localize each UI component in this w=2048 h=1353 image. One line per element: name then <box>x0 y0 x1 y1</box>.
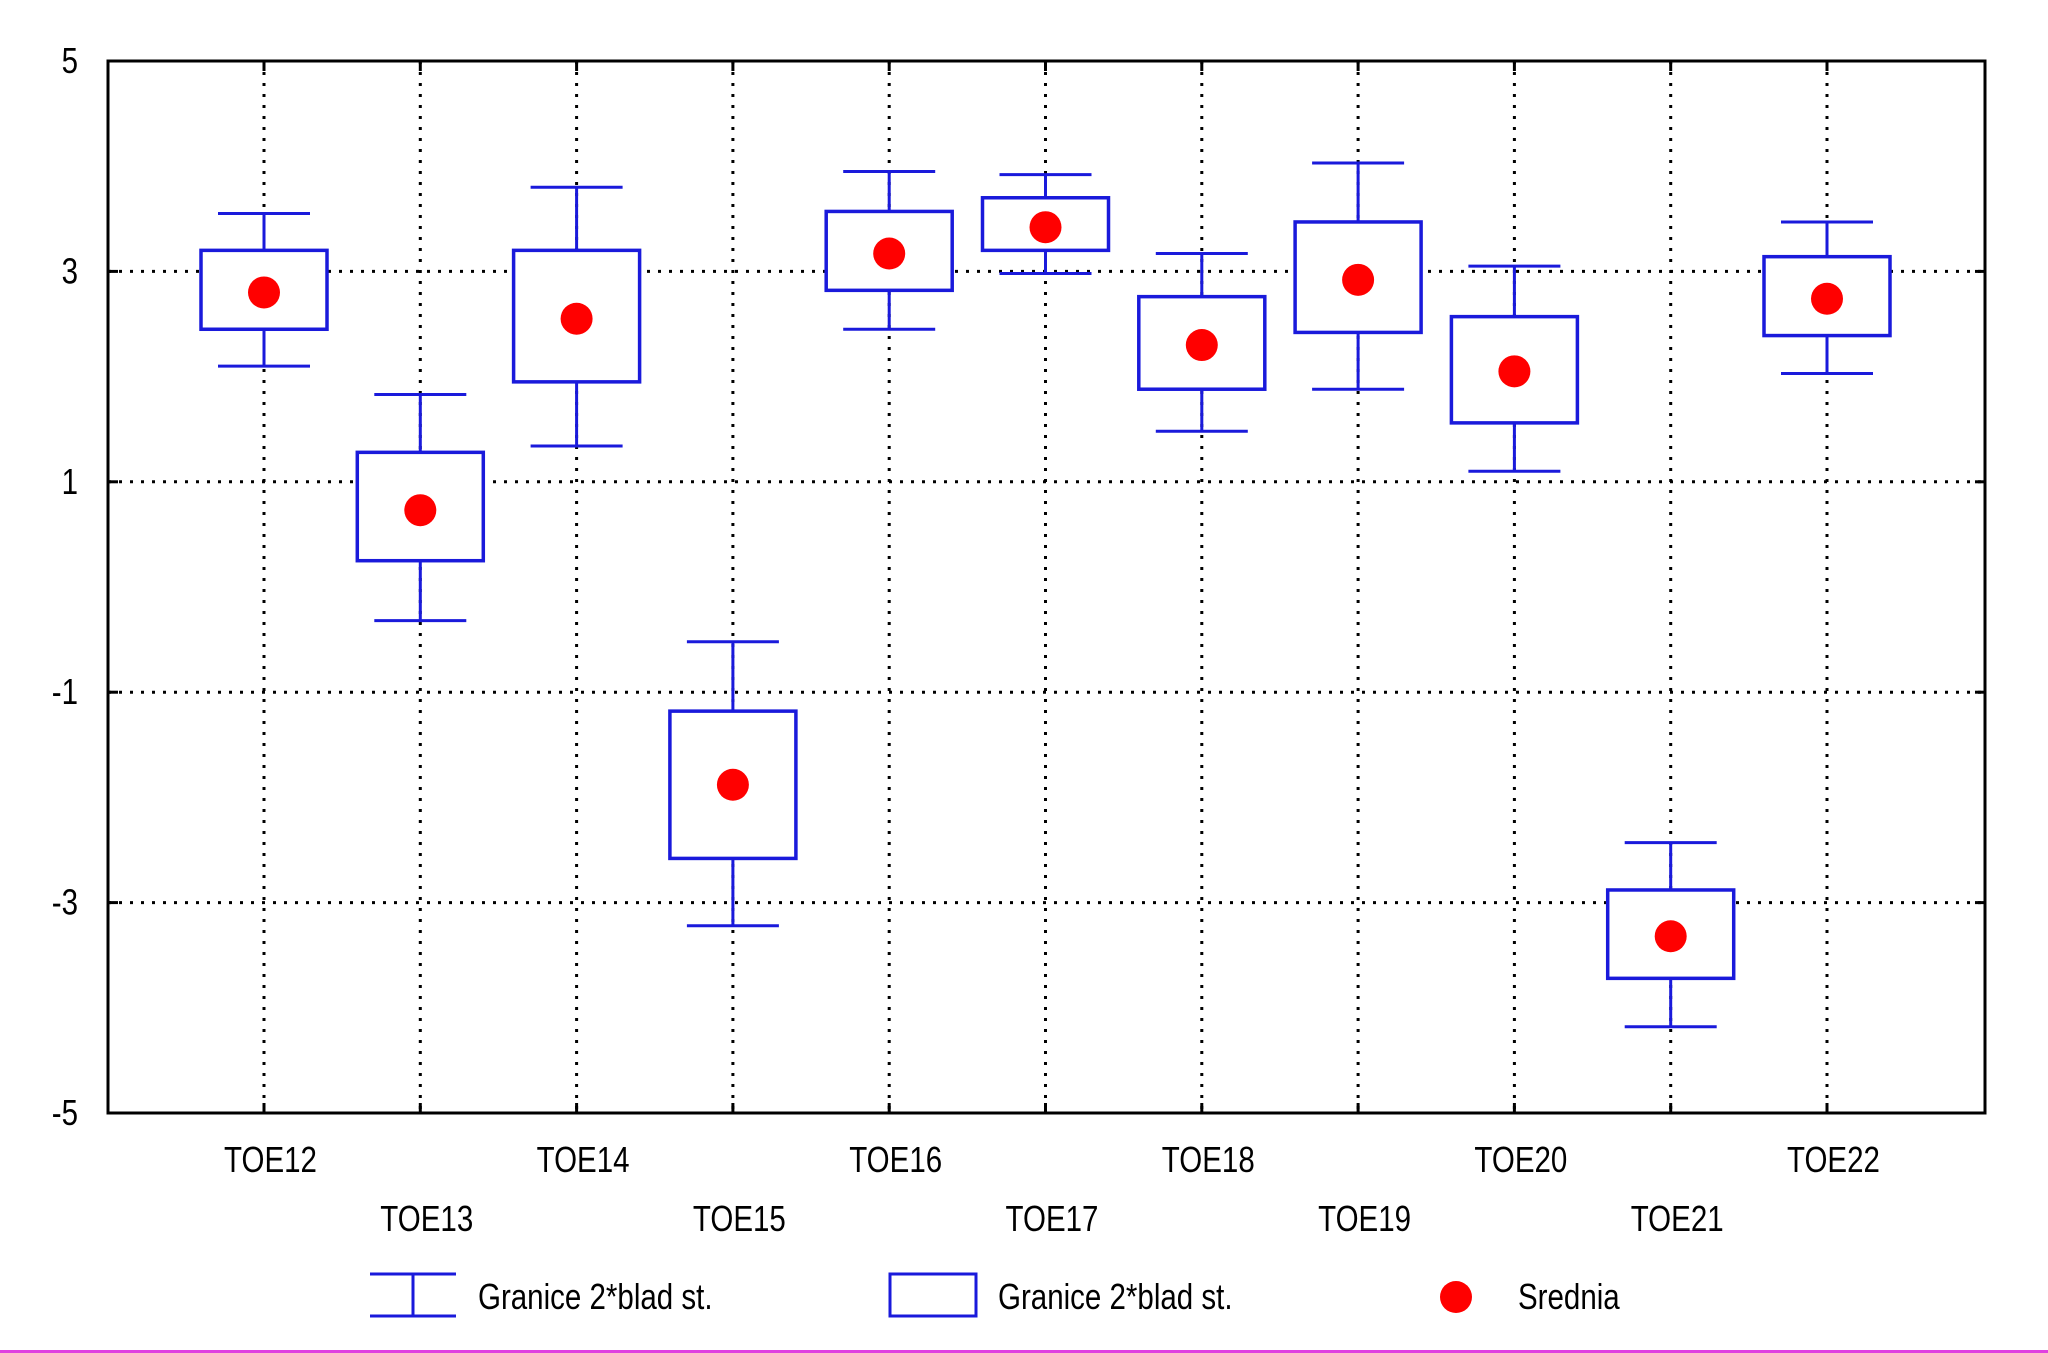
mean-point <box>1654 920 1687 953</box>
box-item-toe13 <box>355 392 486 623</box>
x-tick-label: TOE18 <box>1162 1139 1255 1179</box>
legend-label-point: Srednia <box>1518 1276 1620 1316</box>
x-axis-tick-labels: TOE12 TOE13 TOE14 TOE15 TOE16 TOE17 TOE18 TOE19… <box>224 1139 1880 1238</box>
plot-frame-rect <box>106 59 1987 1115</box>
box-item-toe19 <box>1293 161 1423 391</box>
legend-box-symbol <box>888 1272 978 1318</box>
box-item-toe20 <box>1449 264 1580 473</box>
legend-item-point: Srednia <box>1440 1276 1620 1317</box>
legend-point-symbol <box>1440 1281 1472 1313</box>
y-tick-label: 1 <box>62 461 78 501</box>
x-tick-label: TOE20 <box>1474 1139 1567 1179</box>
box-item-toe17 <box>980 173 1111 276</box>
y-tick-label: 3 <box>62 251 78 291</box>
x-tick-label: TOE14 <box>537 1139 630 1179</box>
mean-point <box>1811 282 1843 315</box>
x-tick-label: TOE13 <box>380 1198 473 1238</box>
x-tick-label: TOE19 <box>1318 1198 1411 1238</box>
box-item-toe14 <box>511 185 642 448</box>
box-item-toe18 <box>1137 252 1267 433</box>
box-item-toe21 <box>1605 841 1736 1029</box>
x-tick-label: TOE21 <box>1631 1198 1724 1238</box>
box-rect <box>511 248 642 384</box>
mean-point <box>1029 211 1062 244</box>
box-item-toe15 <box>668 640 798 928</box>
legend: Granice 2*blad st. Granice 2*blad st. Sred… <box>370 1272 1620 1318</box>
mean-point <box>248 276 280 309</box>
box-item-toe12 <box>199 212 329 368</box>
plot-frame <box>106 59 1987 1115</box>
y-tick-label: 5 <box>62 40 78 80</box>
mean-point <box>716 768 749 801</box>
x-tick-label: TOE22 <box>1787 1139 1880 1179</box>
legend-label-whisker: Granice 2*blad st. <box>478 1276 713 1316</box>
mean-point <box>404 494 437 527</box>
box-series <box>199 161 1892 1029</box>
legend-item-box: Granice 2*blad st. <box>888 1272 1233 1318</box>
y-tick-label: -1 <box>52 671 78 711</box>
y-axis-tick-labels: 5 3 1 -1 -3 -5 <box>52 40 78 1132</box>
x-tick-label: TOE17 <box>1006 1198 1099 1238</box>
y-tick-label: -5 <box>52 1092 78 1132</box>
legend-label-box: Granice 2*blad st. <box>998 1276 1233 1316</box>
legend-item-whisker: Granice 2*blad st. <box>370 1272 713 1318</box>
x-tick-label: TOE15 <box>693 1198 786 1238</box>
box-item-toe16 <box>824 169 954 331</box>
box-item-toe22 <box>1762 220 1892 375</box>
mean-point <box>560 302 593 335</box>
mean-point <box>1498 355 1531 388</box>
mean-point <box>1342 263 1375 296</box>
bottom-border-strip <box>0 1350 2048 1353</box>
y-tick-label: -3 <box>52 882 78 922</box>
mean-point <box>873 237 906 270</box>
x-tick-label: TOE16 <box>849 1139 942 1179</box>
x-tick-label: TOE12 <box>224 1139 317 1179</box>
mean-point <box>1185 329 1218 362</box>
